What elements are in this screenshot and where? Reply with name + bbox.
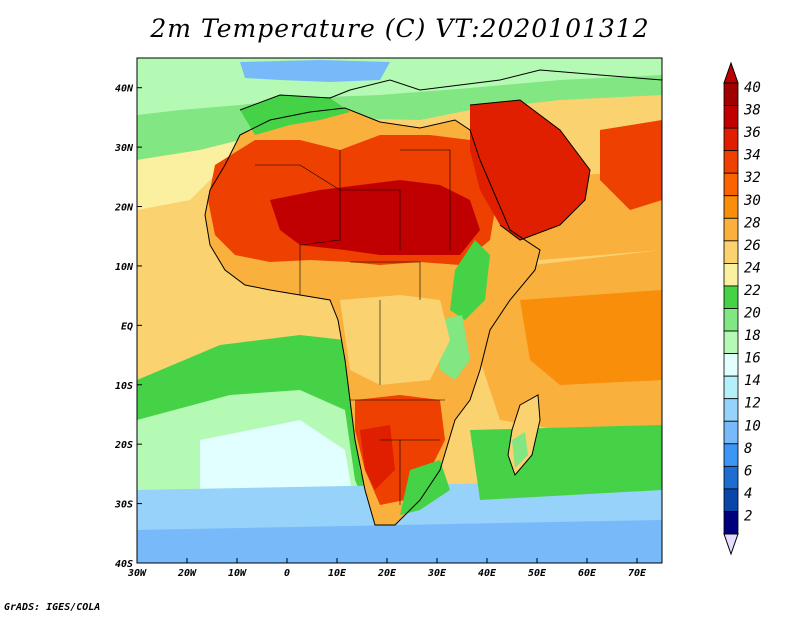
atlantic-mild-band — [137, 140, 240, 210]
colorbar-segment — [723, 217, 739, 242]
map-title: 2m Temperature (C) VT:2020101312 — [150, 14, 650, 43]
colorbar-label: 20 — [744, 306, 761, 322]
y-tick-label: 10N — [115, 262, 134, 273]
indian-ocean-warmer — [520, 290, 662, 385]
y-tick-label: 40N — [115, 84, 134, 95]
x-tick-label: 30W — [127, 568, 147, 579]
colorbar-label: 26 — [744, 238, 761, 254]
x-tick-label: 10W — [228, 568, 247, 579]
sahara-hottest-zone — [270, 180, 480, 255]
colorbar-label: 22 — [744, 283, 761, 299]
colorbar-segment — [723, 420, 739, 445]
colorbar-segment — [723, 105, 739, 129]
tropical-atlantic — [137, 230, 340, 360]
colorbar-label: 24 — [744, 260, 761, 276]
colorbar-label: 6 — [744, 463, 752, 479]
colorbar-label: 32 — [743, 170, 761, 186]
x-tick-label: 20E — [377, 568, 397, 579]
x-tick-label: 10E — [328, 568, 347, 579]
coastlines — [204, 69, 662, 526]
europe-cold-patch — [240, 60, 390, 82]
y-tick-label: EQ — [121, 321, 133, 332]
southern-ocean-cold-band — [137, 520, 662, 563]
colorbar-label: 38 — [743, 103, 761, 119]
x-tick-label: 0 — [284, 568, 290, 579]
y-axis-ticks: 40N 30N 20N 10N EQ 10S 20S 30S 40S — [114, 84, 142, 570]
colorbar-segment — [723, 150, 739, 174]
colorbar-label: 4 — [744, 486, 752, 502]
colorbar-label: 30 — [743, 193, 761, 209]
colorbar-segment — [723, 285, 739, 309]
map-frame — [136, 57, 663, 564]
colorbar-segment — [723, 82, 739, 106]
colorbar-bottom-arrow — [723, 533, 739, 556]
y-tick-label: 20S — [114, 440, 133, 451]
colorbar-segment — [723, 511, 739, 535]
colorbar-label: 8 — [744, 441, 752, 457]
colorbar-segment — [723, 127, 739, 152]
y-tick-label: 10S — [115, 381, 133, 392]
y-tick-label: 40S — [115, 559, 133, 570]
colorbar-segment — [723, 488, 739, 512]
iran-india-hot — [600, 120, 662, 210]
colorbar-label: 28 — [744, 215, 761, 231]
colorbar-segment — [723, 465, 739, 490]
colorbar-label: 40 — [744, 80, 761, 96]
country-borders — [255, 149, 451, 505]
colorbar-segment — [723, 398, 739, 422]
map-field — [137, 58, 662, 563]
x-axis-ticks: 30W 20W 10W 0 10E 20E 30E 40E 50E 60E 70E — [127, 558, 647, 579]
colorbar-segment — [723, 375, 739, 400]
colorbar-label: 16 — [744, 351, 761, 367]
colorbar-segment — [723, 353, 739, 377]
colorbar: 40 38 36 34 32 30 28 26 24 22 20 18 16 14 12 10 8 6 4 2 — [723, 61, 761, 556]
colorbar-segment — [723, 443, 739, 467]
x-tick-label: 30E — [427, 568, 447, 579]
south-indian-green — [470, 425, 662, 500]
colorbar-label: 2 — [744, 508, 752, 524]
congo-mild — [340, 295, 450, 385]
colorbar-top-arrow — [723, 61, 739, 84]
colorbar-label: 18 — [744, 328, 761, 344]
credit-label: GrADS: IGES/COLA — [4, 602, 101, 613]
y-tick-label: 30S — [114, 500, 133, 511]
x-tick-label: 70E — [628, 568, 647, 579]
colorbar-label: 14 — [744, 373, 761, 389]
colorbar-segment — [723, 330, 739, 354]
y-tick-label: 20N — [114, 203, 134, 214]
colorbar-label: 34 — [743, 148, 761, 164]
colorbar-segment — [723, 172, 739, 197]
x-tick-label: 40E — [478, 568, 497, 579]
colorbar-segment — [723, 262, 739, 287]
colorbar-label: 36 — [743, 125, 761, 141]
y-tick-label: 30N — [114, 143, 134, 154]
x-tick-label: 20W — [177, 568, 197, 579]
namibia-hottest — [360, 425, 395, 490]
colorbar-label: 10 — [744, 418, 761, 434]
madagascar-green — [512, 432, 528, 468]
colorbar-segment — [723, 308, 739, 332]
x-tick-label: 50E — [528, 568, 547, 579]
arabia-hot-zone — [470, 100, 590, 240]
colorbar-segment — [723, 240, 739, 264]
east-africa-highlands — [450, 240, 490, 320]
colorbar-label: 12 — [744, 396, 761, 412]
colorbar-segment — [723, 195, 739, 219]
x-tick-label: 60E — [578, 568, 597, 579]
